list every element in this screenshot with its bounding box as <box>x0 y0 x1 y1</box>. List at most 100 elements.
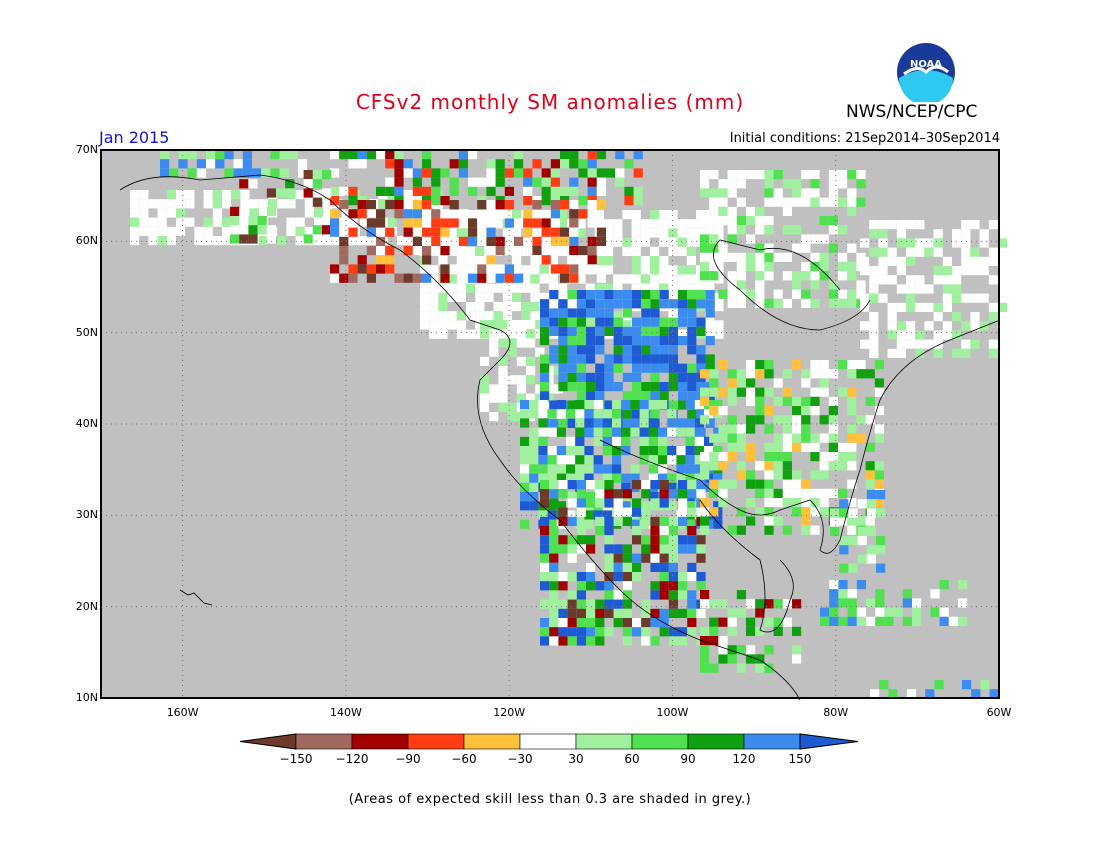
anomaly-cell <box>604 489 614 499</box>
anomaly-cell <box>650 219 660 229</box>
anomaly-cell <box>258 236 268 246</box>
anomaly-cell <box>667 427 677 437</box>
anomaly-cell <box>998 689 1008 699</box>
anomaly-cell <box>678 400 688 410</box>
anomaly-cell <box>502 210 512 220</box>
anomaly-cell <box>541 168 551 178</box>
anomaly-cell <box>586 372 596 382</box>
anomaly-cell <box>632 553 642 563</box>
anomaly-cell <box>504 168 514 178</box>
anomaly-cell <box>998 293 1008 303</box>
anomaly-cell <box>727 479 737 489</box>
anomaly-cell <box>130 217 140 227</box>
anomaly-cell <box>942 302 952 312</box>
anomaly-cell <box>970 293 980 303</box>
anomaly-cell <box>558 292 568 302</box>
colorbar-label: 120 <box>732 752 756 766</box>
anomaly-cell <box>875 616 885 626</box>
anomaly-cell <box>567 627 577 637</box>
anomaly-cell <box>810 387 820 397</box>
anomaly-cell <box>632 572 642 582</box>
anomaly-cell <box>322 216 332 226</box>
anomaly-cell <box>820 616 830 626</box>
anomaly-cell <box>567 480 577 490</box>
anomaly-cell <box>687 317 697 327</box>
anomaly-cell <box>838 179 848 189</box>
anomaly-cell <box>480 393 490 403</box>
anomaly-cell <box>678 382 688 392</box>
anomaly-cell <box>878 229 888 239</box>
anomaly-cell <box>782 424 792 434</box>
anomaly-cell <box>622 210 632 220</box>
anomaly-cell <box>650 326 660 336</box>
anomaly-cell <box>687 391 697 401</box>
initial-conditions: Initial conditions: 21Sep2014–30Sep2014 <box>729 131 1000 146</box>
anomaly-cell <box>595 581 605 591</box>
anomaly-cell <box>631 256 641 266</box>
anomaly-cell <box>848 508 858 518</box>
anomaly-cell <box>540 489 550 499</box>
anomaly-cell <box>541 196 551 206</box>
anomaly-cell <box>602 446 612 456</box>
anomaly-cell <box>475 256 485 266</box>
anomaly-cell <box>736 289 746 299</box>
anomaly-cell <box>578 159 588 169</box>
anomaly-cell <box>613 608 623 618</box>
anomaly-cell <box>595 363 605 373</box>
anomaly-cell <box>222 226 232 236</box>
anomaly-cell <box>456 311 466 321</box>
anomaly-cell <box>576 382 586 392</box>
anomaly-cell <box>696 290 706 300</box>
anomaly-cell <box>567 345 577 355</box>
anomaly-cell <box>667 409 677 419</box>
anomaly-cell <box>575 427 585 437</box>
anomaly-cell <box>979 229 989 239</box>
anomaly-cell <box>440 196 450 206</box>
anomaly-cell <box>585 283 595 293</box>
anomaly-cell <box>641 354 651 364</box>
anomaly-cell <box>498 393 508 403</box>
anomaly-cell <box>523 177 533 187</box>
chart-title: CFSv2 monthly SM anomalies (mm) <box>355 90 745 114</box>
anomaly-cell <box>547 510 557 520</box>
anomaly-cell <box>595 326 605 336</box>
anomaly-cell <box>700 415 710 425</box>
anomaly-cell <box>782 298 792 308</box>
colorbar-label: −60 <box>451 752 477 766</box>
anomaly-cell <box>447 228 457 238</box>
anomaly-cell <box>865 461 875 471</box>
anomaly-cell <box>686 219 696 229</box>
anomaly-cell <box>838 197 848 207</box>
anomaly-cell <box>148 217 158 227</box>
anomaly-cell <box>700 654 710 664</box>
anomaly-cell <box>458 236 468 246</box>
anomaly-cell <box>549 581 559 591</box>
anomaly-cell <box>521 311 531 321</box>
anomaly-cell <box>847 188 857 198</box>
anomaly-cell <box>206 159 216 169</box>
anomaly-cell <box>668 526 678 536</box>
anomaly-cell <box>587 246 597 256</box>
anomaly-cell <box>718 488 728 498</box>
anomaly-cell <box>677 283 687 293</box>
anomaly-cell <box>709 599 719 609</box>
anomaly-cell <box>668 228 678 238</box>
anomaly-cell <box>556 455 566 465</box>
anomaly-cell <box>970 256 980 266</box>
anomaly-cell <box>350 236 360 246</box>
anomaly-cell <box>764 617 774 627</box>
anomaly-cell <box>709 206 719 216</box>
anomaly-cell <box>659 228 669 238</box>
anomaly-cell <box>357 255 367 265</box>
anomaly-cell <box>848 536 858 546</box>
anomaly-cell <box>612 427 622 437</box>
anomaly-cell <box>869 321 879 331</box>
anomaly-cell <box>558 336 568 346</box>
anomaly-cell <box>933 266 943 276</box>
anomaly-cell <box>860 293 870 303</box>
anomaly-cell <box>659 326 669 336</box>
anomaly-cell <box>303 188 313 198</box>
anomaly-cell <box>829 616 839 626</box>
anomaly-cell <box>970 339 980 349</box>
anomaly-cell <box>856 369 866 379</box>
